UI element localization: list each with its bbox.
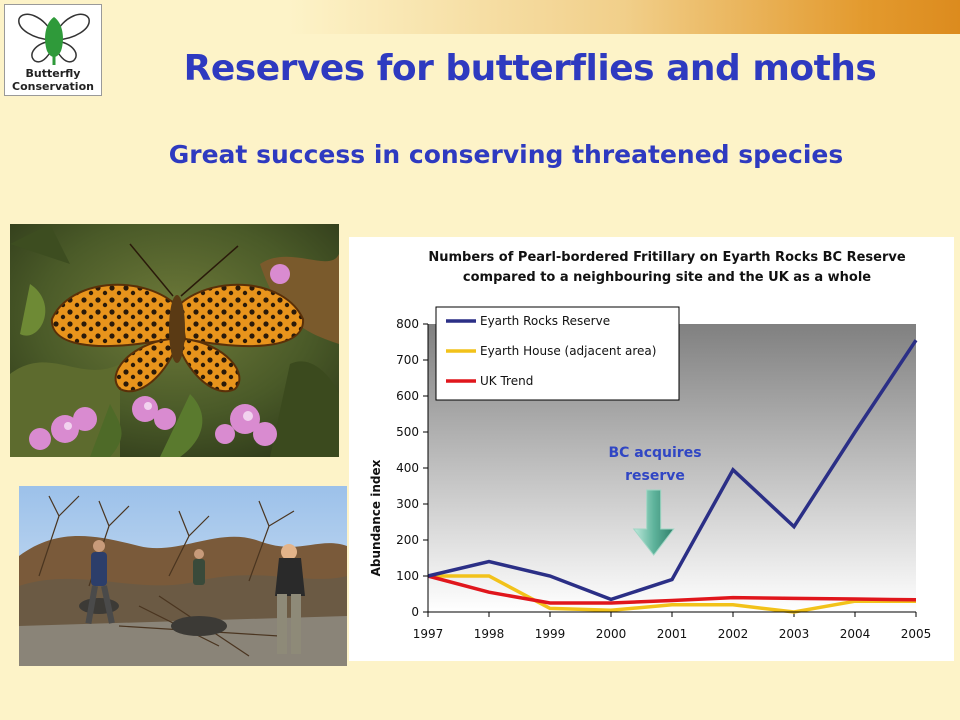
- x-tick-label: 2003: [779, 627, 810, 641]
- x-tick-label: 2000: [596, 627, 627, 641]
- chart-title-line2: compared to a neighbouring site and the …: [463, 270, 871, 285]
- legend-label-eyarth-rocks: Eyarth Rocks Reserve: [480, 314, 610, 328]
- page-subtitle: Great success in conserving threatened s…: [168, 140, 844, 169]
- abundance-line-chart: Numbers of Pearl-bordered Fritillary on …: [369, 250, 932, 641]
- x-tick-label: 1997: [413, 627, 444, 641]
- y-tick-label: 600: [396, 389, 419, 403]
- logo-text-line1: Butterfly: [25, 67, 81, 80]
- y-tick-label: 200: [396, 533, 419, 547]
- chart-panel: Numbers of Pearl-bordered Fritillary on …: [349, 237, 954, 661]
- x-tick-label: 1999: [535, 627, 566, 641]
- y-tick-label: 100: [396, 569, 419, 583]
- series-line-eyarth-rocks-reserve: [427, 339, 918, 602]
- legend-label-eyarth-house: Eyarth House (adjacent area): [480, 344, 656, 358]
- x-tick-label: 2002: [718, 627, 749, 641]
- butterfly-photo: [10, 224, 339, 457]
- annotation-arrow-icon: [632, 489, 675, 556]
- annotation-line1: BC acquires: [608, 445, 701, 461]
- y-tick-label: 300: [396, 497, 419, 511]
- x-tick-label: 1998: [474, 627, 505, 641]
- butterfly-logo-icon: [18, 13, 90, 65]
- volunteers-photo: [19, 486, 347, 666]
- y-tick-label: 800: [396, 317, 419, 331]
- x-tick-label: 2005: [901, 627, 932, 641]
- annotation-line2: reserve: [625, 468, 685, 484]
- x-tick-label: 2004: [840, 627, 871, 641]
- butterfly-conservation-logo[interactable]: Butterfly Conservation: [4, 4, 102, 96]
- chart-title-line1: Numbers of Pearl-bordered Fritillary on …: [428, 250, 906, 265]
- x-tick-label: 2001: [657, 627, 688, 641]
- y-tick-label: 0: [411, 605, 419, 619]
- page-title: Reserves for butterflies and moths: [183, 48, 877, 89]
- y-axis-label: Abundance index: [369, 459, 383, 576]
- y-tick-label: 500: [396, 425, 419, 439]
- logo-text-line2: Conservation: [12, 80, 94, 93]
- chart-legend: Eyarth Rocks Reserve Eyarth House (adjac…: [435, 306, 680, 401]
- series-line-eyarth-house-adjacent-area: [428, 574, 916, 614]
- y-tick-label: 400: [396, 461, 419, 475]
- series-line-uk-trend: [427, 574, 917, 605]
- legend-label-uk-trend: UK Trend: [480, 374, 533, 388]
- header-band: [0, 0, 960, 34]
- y-tick-label: 700: [396, 353, 419, 367]
